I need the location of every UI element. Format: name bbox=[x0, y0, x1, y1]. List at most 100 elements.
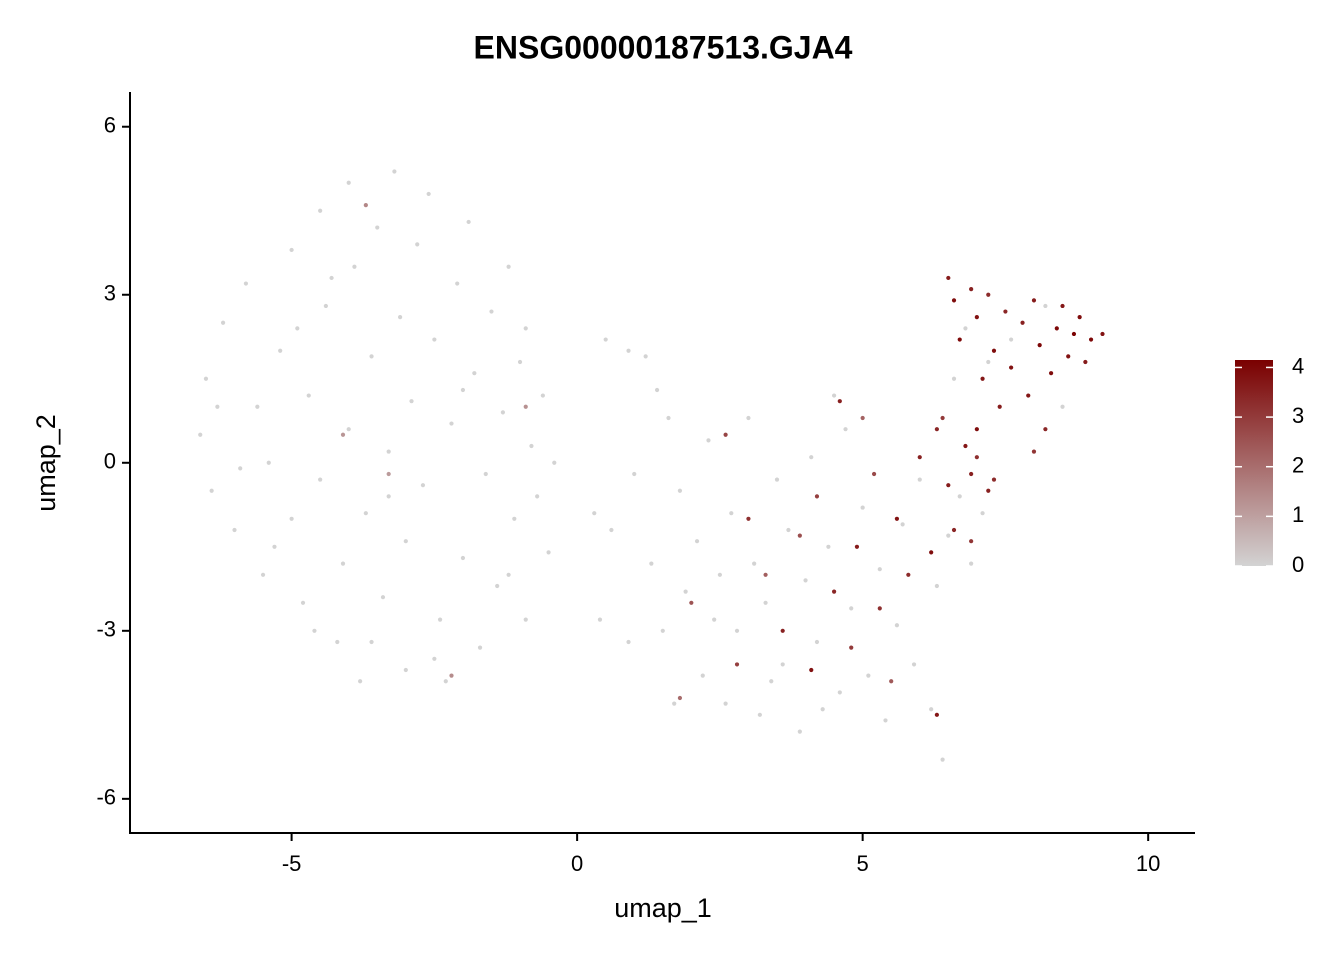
point bbox=[198, 432, 203, 437]
point bbox=[415, 242, 420, 247]
point bbox=[203, 376, 209, 381]
point bbox=[483, 471, 488, 477]
point bbox=[432, 656, 437, 661]
point bbox=[1043, 303, 1048, 309]
x-tick-label: 5 bbox=[857, 851, 869, 876]
point bbox=[375, 225, 380, 230]
point bbox=[512, 516, 517, 521]
point bbox=[506, 572, 511, 577]
point bbox=[894, 623, 900, 628]
colorbar bbox=[1235, 360, 1273, 566]
point bbox=[717, 572, 722, 577]
point bbox=[597, 617, 603, 622]
point bbox=[940, 415, 945, 421]
point bbox=[1060, 303, 1065, 309]
point bbox=[369, 354, 374, 359]
point bbox=[797, 729, 802, 734]
point bbox=[449, 421, 454, 426]
point bbox=[592, 511, 597, 516]
point bbox=[831, 589, 837, 594]
point bbox=[997, 404, 1002, 409]
x-axis-label: umap_1 bbox=[614, 893, 712, 923]
point bbox=[951, 527, 957, 533]
point bbox=[318, 477, 323, 482]
point bbox=[934, 427, 939, 432]
point bbox=[455, 281, 460, 286]
point bbox=[843, 427, 848, 432]
point bbox=[1026, 393, 1031, 398]
point bbox=[232, 527, 237, 533]
point bbox=[974, 315, 979, 320]
point bbox=[500, 410, 505, 415]
point bbox=[929, 550, 934, 555]
point bbox=[774, 477, 780, 482]
point bbox=[911, 662, 917, 667]
point bbox=[700, 673, 705, 678]
point bbox=[929, 707, 934, 712]
point bbox=[917, 477, 922, 482]
point bbox=[849, 645, 854, 650]
point bbox=[335, 639, 340, 645]
point bbox=[814, 639, 820, 645]
point bbox=[672, 701, 677, 706]
point bbox=[346, 427, 351, 432]
point bbox=[358, 679, 363, 684]
point bbox=[723, 701, 728, 706]
point bbox=[289, 247, 294, 253]
point bbox=[380, 595, 386, 600]
point bbox=[963, 443, 968, 449]
point bbox=[403, 667, 408, 673]
point bbox=[266, 460, 271, 465]
x-tick-label: -5 bbox=[282, 851, 302, 876]
point bbox=[540, 393, 545, 398]
point bbox=[603, 337, 608, 342]
point bbox=[272, 544, 277, 549]
point bbox=[654, 387, 660, 393]
point bbox=[392, 169, 397, 174]
point bbox=[523, 326, 528, 331]
point bbox=[820, 707, 825, 712]
point bbox=[980, 511, 985, 516]
point bbox=[934, 712, 939, 717]
point bbox=[340, 561, 346, 566]
point bbox=[689, 600, 694, 605]
point bbox=[215, 404, 220, 409]
y-axis-label: umap_2 bbox=[31, 414, 61, 512]
colorbar-label: 3 bbox=[1292, 403, 1304, 428]
point bbox=[1009, 365, 1014, 370]
point bbox=[734, 662, 740, 667]
point bbox=[986, 292, 991, 297]
point bbox=[1009, 337, 1014, 342]
point bbox=[957, 337, 962, 342]
point bbox=[1060, 404, 1065, 409]
point bbox=[814, 494, 820, 499]
point bbox=[1088, 337, 1094, 342]
point bbox=[746, 415, 751, 421]
point bbox=[889, 679, 894, 684]
point bbox=[369, 639, 374, 645]
chart-title: ENSG00000187513.GJA4 bbox=[474, 29, 853, 65]
point bbox=[946, 275, 951, 281]
point bbox=[649, 561, 654, 566]
point bbox=[443, 679, 448, 684]
point bbox=[300, 600, 306, 605]
point bbox=[763, 572, 768, 577]
point bbox=[854, 544, 860, 549]
point bbox=[769, 679, 774, 684]
point bbox=[626, 348, 631, 353]
point bbox=[552, 460, 557, 465]
point bbox=[1020, 320, 1025, 325]
y-tick-label: -3 bbox=[96, 617, 116, 642]
point bbox=[409, 399, 414, 404]
point bbox=[318, 208, 323, 213]
point bbox=[1077, 315, 1082, 320]
point bbox=[1031, 449, 1037, 454]
point bbox=[837, 399, 842, 404]
colorbar-label: 4 bbox=[1292, 353, 1304, 378]
y-tick-label: 6 bbox=[104, 113, 116, 138]
point bbox=[723, 432, 728, 437]
point bbox=[243, 281, 249, 286]
point bbox=[729, 511, 734, 516]
point bbox=[957, 494, 962, 499]
